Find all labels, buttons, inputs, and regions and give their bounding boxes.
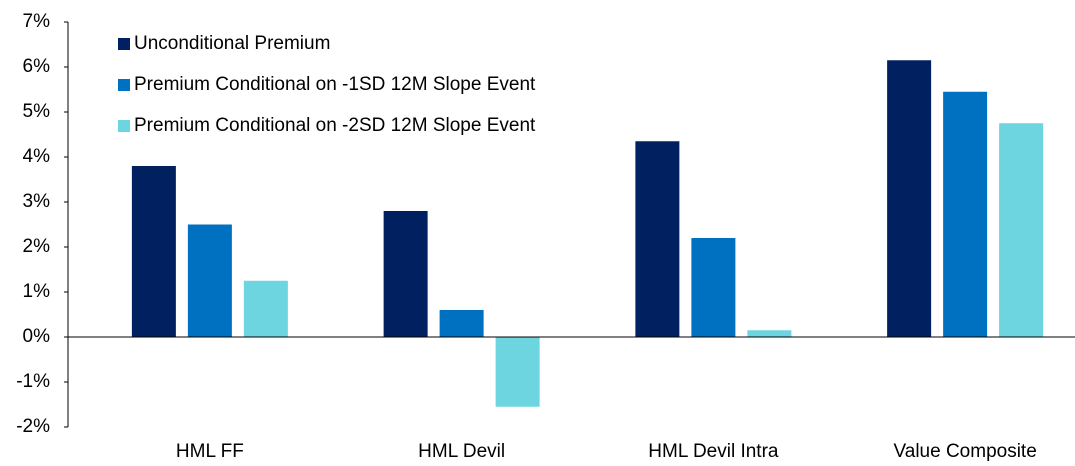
- y-tick-label: 5%: [23, 101, 51, 122]
- x-tick-label: Value Composite: [893, 441, 1036, 462]
- bar: [243, 280, 288, 337]
- bar: [691, 238, 736, 337]
- y-tick-label: 4%: [23, 146, 51, 167]
- legend-swatch: [118, 120, 130, 132]
- y-tick-label: 7%: [23, 11, 51, 32]
- y-tick-label: 2%: [23, 236, 51, 257]
- y-tick-label: 0%: [23, 326, 51, 347]
- bar: [187, 224, 232, 337]
- legend-label: Premium Conditional on -2SD 12M Slope Ev…: [134, 115, 536, 136]
- legend-swatch: [118, 38, 130, 50]
- bar: [887, 60, 932, 337]
- y-tick-label: 1%: [23, 281, 51, 302]
- bar: [635, 141, 680, 337]
- legend-swatch: [118, 79, 130, 91]
- x-tick-label: HML Devil Intra: [648, 441, 779, 462]
- legend-label: Unconditional Premium: [134, 33, 330, 54]
- y-tick-label: -1%: [16, 371, 50, 392]
- bar: [383, 211, 428, 337]
- y-tick-label: -2%: [16, 416, 50, 437]
- bar: [131, 166, 176, 337]
- bar: [943, 91, 988, 337]
- bar: [999, 123, 1044, 337]
- y-tick-label: 3%: [23, 191, 51, 212]
- y-tick-label: 6%: [23, 56, 51, 77]
- legend-label: Premium Conditional on -1SD 12M Slope Ev…: [134, 74, 536, 95]
- bar: [747, 330, 792, 337]
- bar: [439, 310, 484, 337]
- x-tick-label: HML Devil: [418, 441, 505, 462]
- bar: [495, 337, 540, 407]
- x-tick-label: HML FF: [176, 441, 244, 462]
